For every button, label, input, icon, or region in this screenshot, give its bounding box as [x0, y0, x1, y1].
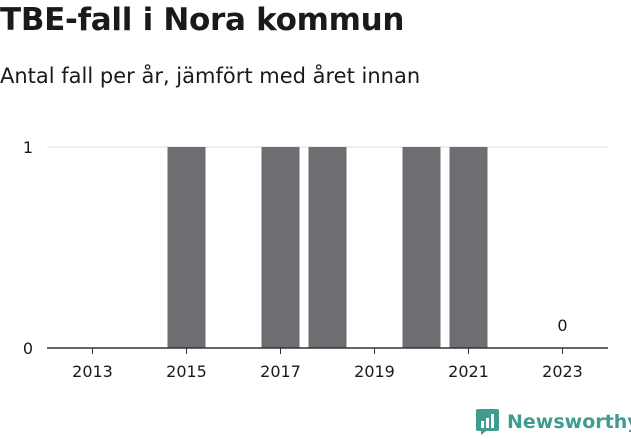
y-tick-label-1: 1 — [23, 138, 33, 157]
chart-subtitle: Antal fall per år, jämfört med året inna… — [0, 64, 421, 88]
bar-2017 — [261, 147, 300, 348]
brand-logo: Newsworthy — [476, 407, 631, 437]
chart-title: TBE-fall i Nora kommun — [0, 2, 405, 38]
bar-2015 — [167, 147, 206, 348]
bar-2018 — [308, 147, 347, 348]
x-tick-label-2015: 2015 — [166, 362, 207, 381]
brand-name: Newsworthy — [507, 411, 631, 433]
bar-2020 — [402, 147, 441, 348]
x-tick-label-2019: 2019 — [354, 362, 395, 381]
bar-chart-logo-icon — [476, 409, 499, 435]
bar-2021 — [449, 147, 488, 348]
x-tick-label-2021: 2021 — [448, 362, 489, 381]
x-tick-label-2017: 2017 — [260, 362, 301, 381]
x-tick-label-2013: 2013 — [72, 362, 113, 381]
y-tick-label-0: 0 — [23, 339, 33, 358]
data-label-2023: 0 — [557, 316, 567, 335]
x-tick-label-2023: 2023 — [542, 362, 583, 381]
